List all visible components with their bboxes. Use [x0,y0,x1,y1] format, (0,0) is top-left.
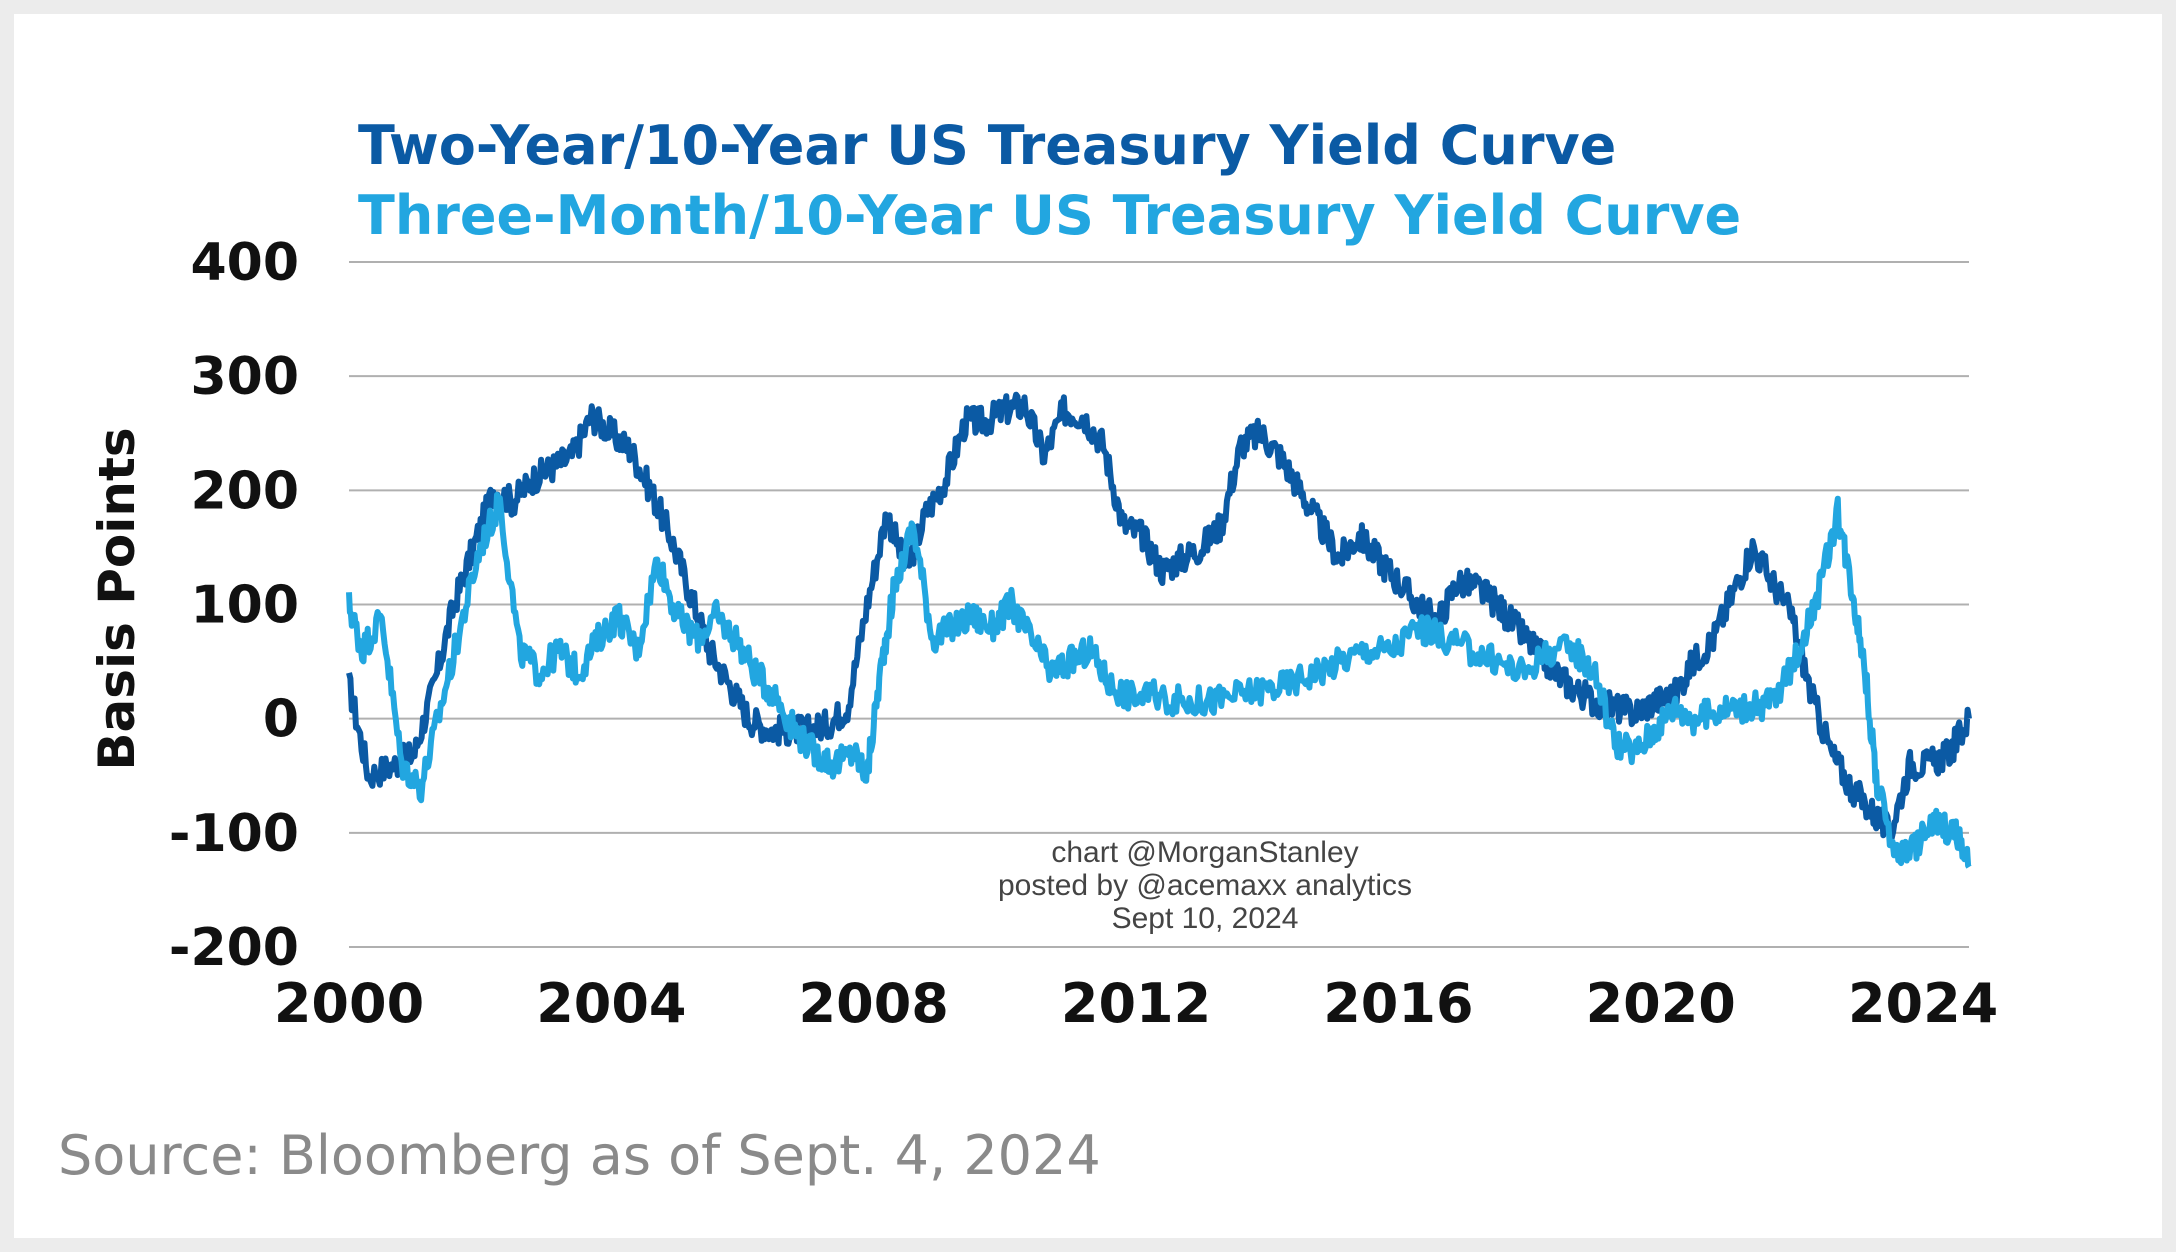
x-tick-labels: 2000 2004 2008 2012 2016 2020 2024 [274,972,1998,1035]
x-tick-label: 2004 [536,972,686,1035]
x-tick-label: 2024 [1848,972,1998,1035]
watermark-line-3: Sept 10, 2024 [1112,902,1299,935]
chart-subtitle: Three-Month/10-Year US Treasury Yield Cu… [358,184,1741,247]
watermark-line-2: posted by @acemaxx analytics [998,869,1412,902]
y-tick-label: -200 [169,918,299,978]
x-tick-label: 2020 [1586,972,1736,1035]
y-axis-label: Basis Points [88,427,146,770]
series-line-2y-10y [346,391,1972,842]
chart-card: Two-Year/10-Year US Treasury Yield Curve… [14,14,2162,1238]
chart-title: Two-Year/10-Year US Treasury Yield Curve [358,114,1616,177]
y-tick-labels: 400 300 200 100 0 -100 -200 [169,233,299,978]
x-tick-label: 2000 [274,972,424,1035]
x-tick-label: 2008 [799,972,949,1035]
x-tick-label: 2012 [1061,972,1211,1035]
y-tick-label: 100 [190,576,299,636]
yield-curve-chart: Two-Year/10-Year US Treasury Yield Curve… [58,114,1998,1187]
watermark-line-1: chart @MorganStanley [1051,836,1358,869]
series-line-3m-10y [346,491,1972,869]
y-tick-label: 300 [190,347,299,407]
y-tick-label: -100 [169,804,299,864]
series-lines [346,391,1972,869]
y-tick-label: 200 [190,461,299,521]
x-tick-label: 2016 [1323,972,1473,1035]
y-tick-label: 0 [263,690,299,750]
source-note: Source: Bloomberg as of Sept. 4, 2024 [58,1124,1101,1187]
y-tick-label: 400 [190,233,299,293]
